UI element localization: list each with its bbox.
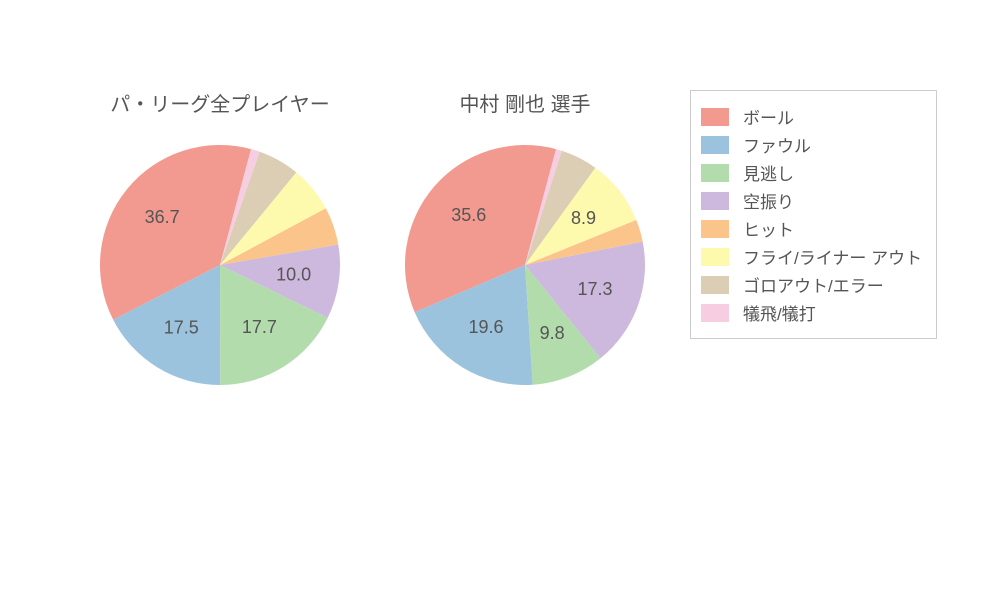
pie-chart-right: 35.6 19.6 9.8 17.3 8.9 [395,135,655,400]
legend-swatch-ground_out [701,276,729,294]
legend-label-hit: ヒット [743,216,794,241]
legend-swatch-hit [701,220,729,238]
pie-label-foul: 19.6 [469,317,504,337]
pie-label-swing: 10.0 [276,264,311,284]
chart-stage: { "palette": { "ball": "#f29a8f", "foul"… [0,0,1000,600]
chart-title-right: 中村 剛也 選手 [395,88,655,117]
legend-swatch-fly_out [701,248,729,266]
legend-item-ground_out: ゴロアウト/エラー [701,272,922,297]
pie-label-swing: 17.3 [577,279,612,299]
legend-label-foul: ファウル [743,132,811,157]
legend-swatch-foul [701,136,729,154]
legend-swatch-swing [701,192,729,210]
pie-label-ball: 35.6 [451,205,486,225]
pie-label-ball: 36.7 [145,207,180,227]
legend-item-ball: ボール [701,104,922,129]
legend-item-swing: 空振り [701,188,922,213]
pie-label-fly_out: 8.9 [571,208,596,228]
pie-label-foul: 17.5 [164,317,199,337]
legend-label-sac: 犠飛/犠打 [743,300,816,325]
legend-item-look: 見逃し [701,160,922,185]
legend-label-ground_out: ゴロアウト/エラー [743,272,884,297]
legend-item-foul: ファウル [701,132,922,157]
legend-swatch-ball [701,108,729,126]
pie-label-look: 9.8 [540,323,565,343]
legend-item-hit: ヒット [701,216,922,241]
legend: ボールファウル見逃し空振りヒットフライ/ライナー アウトゴロアウト/エラー犠飛/… [690,90,937,339]
legend-item-fly_out: フライ/ライナー アウト [701,244,922,269]
legend-item-sac: 犠飛/犠打 [701,300,922,325]
legend-swatch-look [701,164,729,182]
pie-label-look: 17.7 [242,317,277,337]
pie-chart-left: 36.7 17.5 17.7 10.0 [90,135,350,400]
legend-label-swing: 空振り [743,188,794,213]
legend-label-ball: ボール [743,104,794,129]
chart-title-left: パ・リーグ全プレイヤー [90,88,350,117]
legend-label-fly_out: フライ/ライナー アウト [743,244,922,269]
legend-label-look: 見逃し [743,160,794,185]
legend-swatch-sac [701,304,729,322]
